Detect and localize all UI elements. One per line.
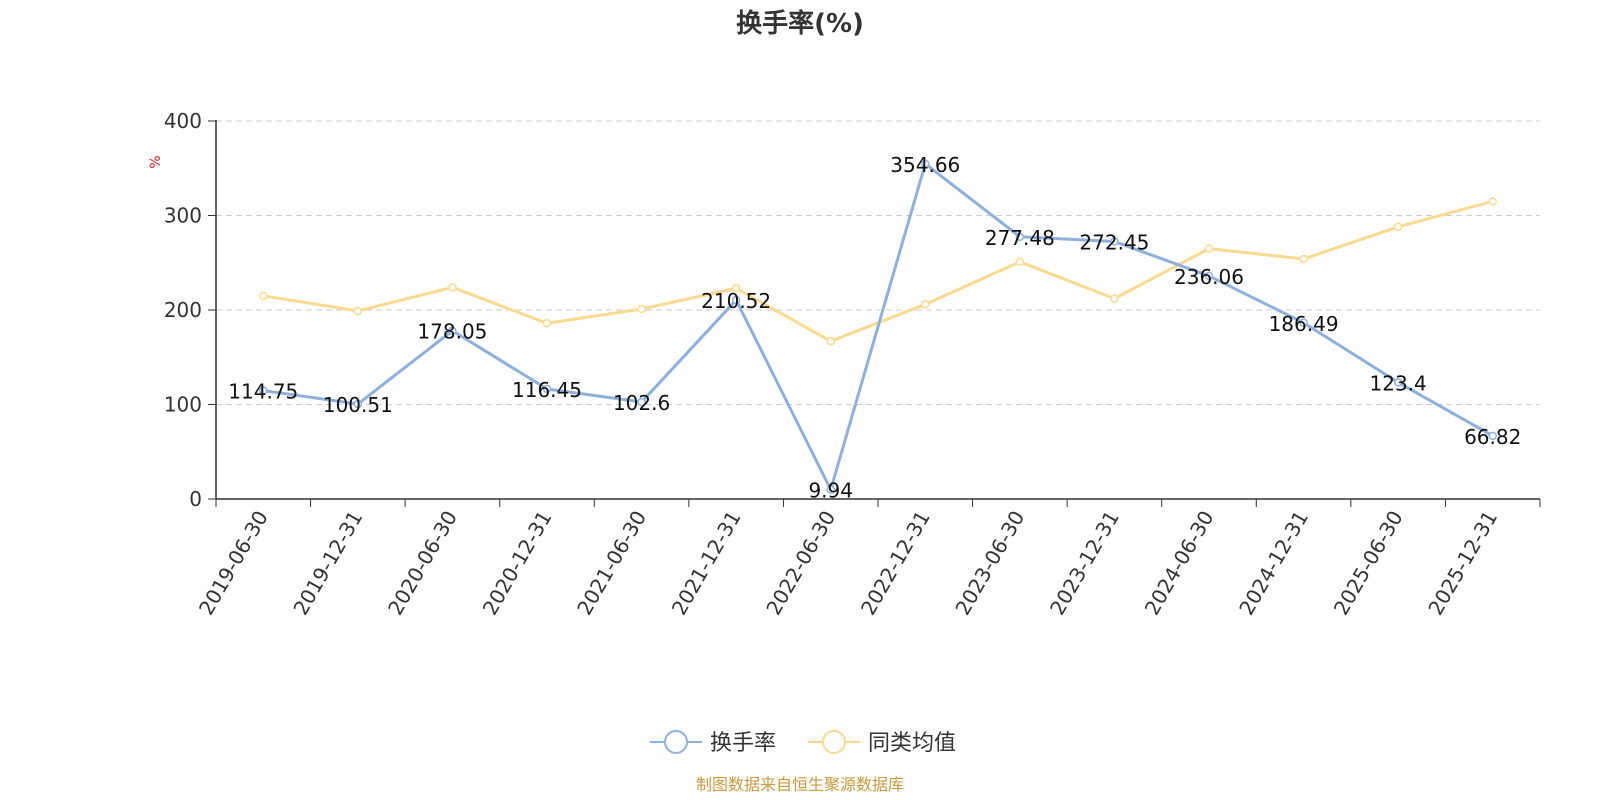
legend-marker	[664, 730, 688, 754]
data-point	[353, 306, 363, 316]
data-point	[731, 295, 741, 305]
data-point	[826, 485, 835, 494]
source-note: 制图数据来自恒生聚源数据库	[696, 775, 904, 794]
legend-item[interactable]: 换手率	[650, 730, 776, 756]
data-label: 354.66	[890, 153, 960, 177]
data-point	[259, 386, 268, 395]
data-label: 210.52	[701, 289, 771, 313]
data-label: 178.05	[417, 320, 487, 344]
legend[interactable]: 换手率 同类均值	[650, 730, 956, 756]
y-tick-label: 300	[164, 204, 202, 228]
x-tick-label: 2025-12-31	[1423, 507, 1502, 620]
data-point	[1488, 431, 1497, 441]
data-labels: 114.75 100.51 178.05 116.45 102.6 210.52 9.94 3…	[228, 153, 1521, 503]
x-tick-label: 2020-06-30	[383, 507, 462, 620]
data-point	[1110, 294, 1119, 303]
data-point	[1204, 271, 1214, 281]
x-tick-label: 2020-12-31	[478, 507, 557, 620]
grid-lines	[216, 120, 1540, 405]
data-point	[542, 318, 552, 328]
legend-label: 换手率	[710, 731, 776, 756]
legend-item[interactable]: 同类均值	[808, 730, 956, 756]
x-tick-label: 2021-06-30	[572, 507, 651, 620]
x-tick-label: 2019-12-31	[288, 507, 367, 620]
data-point	[1204, 244, 1214, 253]
data-point	[1015, 257, 1025, 267]
x-tick-label: 2024-06-30	[1140, 507, 1219, 620]
series-line	[263, 162, 1494, 492]
x-tick-label: 2019-06-30	[194, 507, 273, 620]
data-point	[448, 326, 457, 335]
x-tick-label: 2025-06-30	[1329, 507, 1408, 620]
data-point	[1393, 378, 1403, 387]
data-point	[1299, 318, 1308, 328]
y-tick-label: 0	[189, 487, 202, 511]
data-point	[921, 159, 930, 169]
data-point	[1299, 254, 1308, 264]
x-tick-label: 2022-12-31	[856, 506, 935, 619]
data-point	[1015, 232, 1025, 242]
data-label: 123.4	[1370, 371, 1427, 395]
data-label: 102.6	[613, 391, 670, 415]
x-tick-label: 2023-12-31	[1045, 507, 1124, 620]
data-label: 272.45	[1079, 231, 1149, 255]
data-point	[448, 283, 457, 292]
x-tick-label: 2022-06-30	[761, 507, 840, 620]
data-point	[1110, 237, 1119, 246]
y-tick-label: 200	[164, 298, 202, 322]
axes: 0 100 200 300 400 2019-06-30 2019-12-31 2020-06…	[164, 109, 1541, 620]
x-tick-label: 2021-12-31	[667, 507, 746, 620]
data-point	[731, 284, 741, 293]
data-point	[637, 397, 646, 407]
series-layer	[259, 159, 1497, 494]
data-label: 186.49	[1269, 312, 1339, 336]
data-label: 66.82	[1464, 425, 1521, 449]
data-label: 100.51	[323, 393, 393, 417]
legend-label: 同类均值	[868, 731, 956, 756]
chart-title: 换手率(%)	[736, 8, 864, 39]
data-label: 277.48	[985, 226, 1055, 250]
x-tick-label: 2023-06-30	[950, 507, 1029, 620]
data-point	[826, 336, 835, 346]
legend-marker	[822, 730, 846, 754]
data-point	[637, 304, 646, 314]
data-point	[1488, 197, 1497, 206]
data-point	[542, 384, 552, 394]
data-point	[353, 399, 363, 409]
y-axis-label: %	[148, 155, 164, 168]
data-point	[1393, 222, 1403, 232]
x-tick-label: 2024-12-31	[1234, 507, 1313, 620]
data-point	[259, 291, 268, 301]
y-tick-label: 400	[164, 109, 202, 133]
data-label: 114.75	[228, 380, 298, 404]
data-point	[921, 300, 930, 309]
y-tick-label: 100	[164, 393, 202, 417]
data-label: 116.45	[512, 378, 582, 402]
data-label: 236.06	[1174, 265, 1244, 289]
data-label: 9.94	[808, 479, 853, 503]
